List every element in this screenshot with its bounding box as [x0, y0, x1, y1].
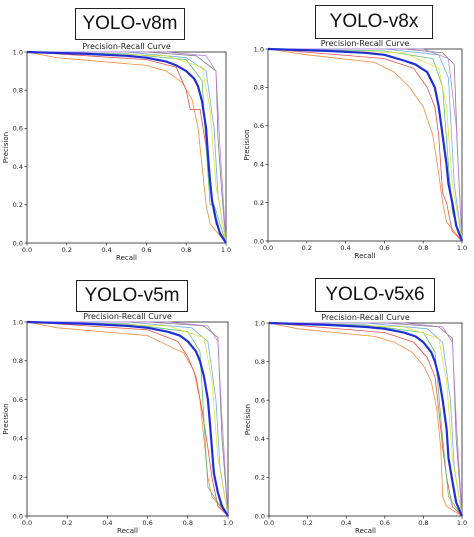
pr-curve-class	[26, 321, 229, 517]
y-tick-label: 0.2	[13, 474, 23, 482]
pr-curve-class	[26, 321, 229, 517]
pr-curve-mean	[26, 320, 229, 517]
x-tick-label: 1.0	[457, 519, 467, 527]
x-tick-label: 0.4	[341, 519, 351, 527]
y-tick-label: 0.2	[255, 474, 265, 482]
pr-curve-mean	[268, 321, 464, 517]
y-tick-label: 0.0	[13, 512, 23, 520]
y-tick-label: 0.6	[13, 396, 23, 404]
plot-frame	[26, 51, 227, 244]
x-tick-label: 0.0	[264, 519, 274, 527]
y-axis-label: Precision	[2, 403, 10, 434]
x-tick-label: 1.0	[457, 244, 467, 252]
x-tick-label: 0.8	[418, 519, 428, 527]
x-axis-label: Recall	[355, 252, 376, 260]
x-tick-label: 0.6	[380, 519, 390, 527]
y-tick-label: 0.8	[255, 358, 265, 366]
x-tick-label: 0.2	[302, 519, 312, 527]
chart-v8x: Precision-Recall Curve 0.0 0.2 0.4 0.6 0.8 1.0…	[243, 39, 467, 260]
y-tick-label: 0.8	[13, 357, 23, 365]
y-tick-label: 0.4	[13, 163, 23, 171]
x-tick-label: 0.4	[101, 246, 111, 254]
pr-curve-mean	[267, 47, 464, 242]
x-tick-label: 0.8	[418, 244, 428, 252]
plot-frame	[26, 321, 229, 517]
x-tick-label: 0.6	[141, 246, 151, 254]
chart-title: Precision-Recall Curve	[83, 312, 172, 321]
y-axis-label: Precision	[243, 129, 251, 160]
y-tick-label: 0.6	[254, 122, 264, 130]
pr-curve-class	[268, 322, 463, 517]
x-tick-label: 0.4	[102, 519, 112, 527]
y-tick-label: 0.0	[13, 239, 23, 247]
pr-curve-class	[268, 322, 463, 517]
y-tick-label: 0.6	[255, 397, 265, 405]
pr-curve-mean	[26, 50, 227, 244]
pr-curve-class	[267, 48, 463, 242]
y-axis-label: Precision	[244, 404, 252, 435]
pr-curve-class	[268, 322, 463, 517]
chart-title: Precision-Recall Curve	[321, 39, 410, 48]
x-tick-label: 0.4	[340, 244, 350, 252]
x-tick-label: 0.6	[379, 244, 389, 252]
y-tick-label: 0.4	[255, 435, 265, 443]
pr-curve-class	[26, 321, 229, 517]
y-tick-label: 1.0	[254, 45, 264, 53]
chart-title: Precision-Recall Curve	[82, 42, 171, 51]
y-tick-label: 0.2	[13, 201, 23, 209]
x-tick-label: 0.0	[263, 244, 273, 252]
x-tick-label: 0.8	[181, 246, 191, 254]
x-tick-label: 0.0	[22, 246, 32, 254]
panel-label-yolo-v5m: YOLO-v5m	[76, 280, 188, 312]
pr-curve-class	[269, 322, 463, 517]
y-tick-label: 0.6	[13, 125, 23, 133]
y-tick-label: 0.2	[254, 199, 264, 207]
pr-curve-class	[268, 322, 463, 517]
pr-curve-class	[268, 48, 463, 242]
x-axis-label: Recall	[355, 527, 376, 535]
y-tick-label: 0.8	[254, 84, 264, 92]
x-tick-label: 0.2	[62, 246, 72, 254]
y-tick-label: 0.0	[255, 512, 265, 520]
chart-v8m: Precision-Recall Curve 0.0 0.2 0.4 0.6 0.8 1.0…	[2, 42, 231, 262]
panel-label-yolo-v8m: YOLO-v8m	[75, 8, 185, 40]
panel-label-yolo-v5x6: YOLO-v5x6	[315, 278, 435, 312]
chart-v5x6: Precision-Recall Curve 0.0 0.2 0.4 0.6 0.8 1.0…	[244, 313, 467, 535]
chart-title: Precision-Recall Curve	[321, 313, 410, 322]
y-tick-label: 0.4	[13, 435, 23, 443]
x-tick-label: 0.2	[302, 244, 312, 252]
y-tick-label: 0.4	[254, 161, 264, 169]
pr-curve-class	[27, 51, 227, 244]
x-tick-label: 0.6	[142, 519, 152, 527]
plot-frame	[267, 48, 463, 242]
y-tick-label: 1.0	[13, 48, 23, 56]
y-tick-label: 1.0	[255, 319, 265, 327]
chart-v5m: Precision-Recall Curve 0.0 0.2 0.4 0.6 0.8 1.0…	[2, 312, 233, 535]
x-tick-label: 1.0	[223, 519, 233, 527]
x-tick-label: 0.0	[22, 519, 32, 527]
pr-curve-class	[267, 48, 463, 242]
pr-curve-class	[267, 48, 463, 242]
x-tick-label: 0.8	[183, 519, 193, 527]
y-axis-label: Precision	[2, 132, 10, 163]
pr-curve-class	[26, 51, 227, 244]
pr-curve-class	[27, 321, 229, 517]
plot-frame	[268, 322, 463, 517]
y-tick-label: 0.0	[254, 237, 264, 245]
x-axis-label: Recall	[116, 254, 137, 262]
y-tick-label: 1.0	[13, 318, 23, 326]
x-tick-label: 0.2	[62, 519, 72, 527]
x-axis-label: Recall	[117, 527, 138, 535]
x-tick-label: 1.0	[221, 246, 231, 254]
y-tick-label: 0.8	[13, 87, 23, 95]
panel-label-yolo-v8x: YOLO-v8x	[315, 5, 433, 39]
pr-curve-class	[26, 51, 227, 244]
